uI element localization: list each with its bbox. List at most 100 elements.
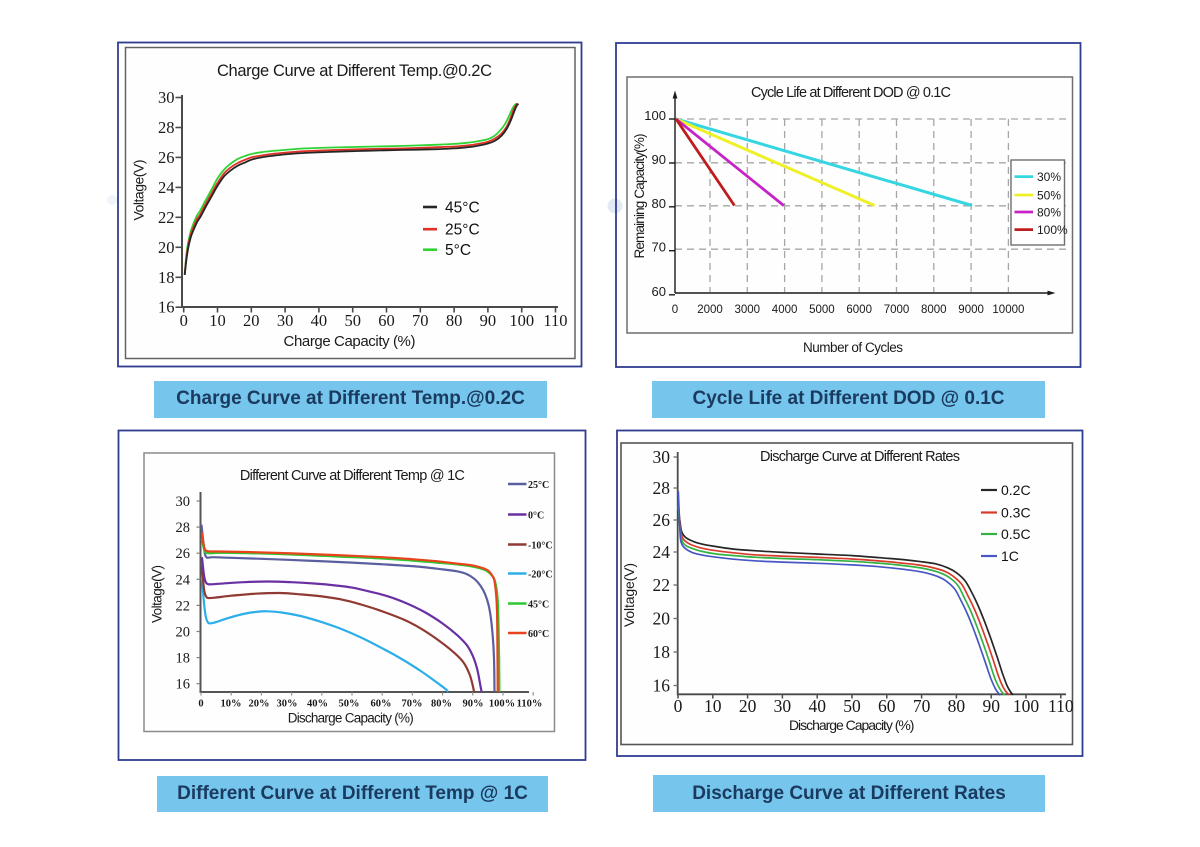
svg-text:6000: 6000 <box>846 304 872 316</box>
svg-text:Discharge Capacity (%): Discharge Capacity (%) <box>288 711 414 726</box>
svg-text:20%: 20% <box>249 699 270 710</box>
svg-text:22: 22 <box>653 575 671 595</box>
svg-text:20: 20 <box>158 238 175 257</box>
svg-text:60: 60 <box>378 311 395 330</box>
svg-text:70: 70 <box>913 696 931 716</box>
svg-text:Discharge Capacity (%): Discharge Capacity (%) <box>789 717 915 733</box>
svg-text:5°C: 5°C <box>445 242 471 259</box>
svg-text:40: 40 <box>808 696 826 716</box>
svg-text:Different Curve at Different T: Different Curve at Different Temp @ 1C <box>240 468 465 484</box>
svg-text:Charge Capacity (%): Charge Capacity (%) <box>284 333 416 350</box>
svg-text:9000: 9000 <box>958 304 984 316</box>
svg-text:24: 24 <box>176 572 191 588</box>
svg-text:100: 100 <box>1013 696 1040 716</box>
svg-text:2000: 2000 <box>697 304 723 316</box>
svg-text:30: 30 <box>158 88 175 107</box>
svg-text:30: 30 <box>774 696 792 716</box>
svg-text:80%: 80% <box>1037 206 1061 220</box>
svg-text:25°C: 25°C <box>528 480 549 491</box>
svg-text:24: 24 <box>653 542 671 562</box>
svg-text:25°C: 25°C <box>445 222 480 239</box>
svg-text:10%: 10% <box>221 699 242 710</box>
svg-text:16: 16 <box>158 298 175 317</box>
svg-text:45°C: 45°C <box>528 600 549 611</box>
svg-text:18: 18 <box>158 268 175 287</box>
svg-text:90: 90 <box>652 152 666 167</box>
svg-text:70: 70 <box>652 240 666 255</box>
svg-text:5000: 5000 <box>809 304 835 316</box>
svg-text:90: 90 <box>982 696 1000 716</box>
svg-text:50%: 50% <box>339 699 360 710</box>
svg-text:18: 18 <box>653 642 671 662</box>
svg-text:20: 20 <box>176 625 191 641</box>
svg-text:10: 10 <box>209 311 226 330</box>
svg-text:28: 28 <box>158 118 175 137</box>
svg-text:0.2C: 0.2C <box>1001 482 1031 498</box>
svg-text:60: 60 <box>878 696 896 716</box>
svg-text:0°C: 0°C <box>528 511 544 522</box>
svg-text:10000: 10000 <box>992 304 1024 316</box>
svg-text:16: 16 <box>653 676 671 696</box>
svg-text:22: 22 <box>158 208 175 227</box>
svg-text:30: 30 <box>653 447 671 467</box>
svg-text:Voltage(V): Voltage(V) <box>131 160 147 221</box>
svg-text:22: 22 <box>176 598 191 614</box>
svg-text:-20°C: -20°C <box>528 570 553 581</box>
svg-text:100%: 100% <box>1037 223 1068 237</box>
svg-text:70: 70 <box>412 311 429 330</box>
svg-text:28: 28 <box>176 520 191 536</box>
svg-text:30%: 30% <box>1037 170 1061 184</box>
svg-text:0: 0 <box>180 311 188 330</box>
svg-text:40%: 40% <box>307 699 328 710</box>
svg-text:90%: 90% <box>463 699 484 710</box>
svg-text:Charge Curve at Different Temp: Charge Curve at Different Temp.@0.2C <box>217 62 492 80</box>
svg-text:30: 30 <box>277 311 294 330</box>
svg-text:0.5C: 0.5C <box>1001 526 1031 542</box>
svg-text:90: 90 <box>480 311 497 330</box>
svg-text:18: 18 <box>176 651 191 667</box>
svg-text:50: 50 <box>843 696 861 716</box>
svg-text:0: 0 <box>198 699 203 710</box>
svg-text:8000: 8000 <box>921 304 947 316</box>
svg-text:30: 30 <box>176 494 191 510</box>
svg-text:50: 50 <box>344 311 361 330</box>
svg-text:110: 110 <box>1048 696 1074 716</box>
svg-text:7000: 7000 <box>884 304 910 316</box>
svg-text:80: 80 <box>948 696 966 716</box>
svg-text:26: 26 <box>653 510 671 530</box>
svg-text:0.3C: 0.3C <box>1001 505 1031 521</box>
svg-text:Discharge Curve at Different R: Discharge Curve at Different Rates <box>760 449 960 465</box>
svg-text:80: 80 <box>652 196 666 211</box>
svg-text:100%: 100% <box>489 699 515 710</box>
svg-text:-10°C: -10°C <box>528 541 553 552</box>
svg-text:100: 100 <box>644 108 666 123</box>
svg-text:4000: 4000 <box>772 304 798 316</box>
svg-text:16: 16 <box>176 677 191 693</box>
svg-text:100: 100 <box>509 311 534 330</box>
svg-text:20: 20 <box>243 311 260 330</box>
svg-text:0: 0 <box>674 696 683 716</box>
svg-text:26: 26 <box>158 148 175 167</box>
svg-text:Voltage(V): Voltage(V) <box>621 563 637 627</box>
svg-text:24: 24 <box>158 178 175 197</box>
svg-text:28: 28 <box>653 478 671 498</box>
svg-text:45°C: 45°C <box>445 200 480 217</box>
svg-text:0: 0 <box>672 304 678 316</box>
svg-text:80: 80 <box>446 311 463 330</box>
svg-text:20: 20 <box>739 696 757 716</box>
svg-text:50%: 50% <box>1037 189 1061 203</box>
svg-text:60°C: 60°C <box>528 629 549 640</box>
svg-text:10: 10 <box>704 696 722 716</box>
svg-text:40: 40 <box>311 311 328 330</box>
svg-text:70%: 70% <box>402 699 423 710</box>
svg-text:110%: 110% <box>517 699 543 710</box>
svg-text:1C: 1C <box>1001 548 1019 564</box>
svg-text:110: 110 <box>543 311 567 330</box>
svg-text:3000: 3000 <box>735 304 761 316</box>
svg-text:60%: 60% <box>371 699 392 710</box>
svg-text:20: 20 <box>653 609 671 629</box>
svg-text:26: 26 <box>176 546 191 562</box>
svg-text:80%: 80% <box>431 699 452 710</box>
svg-text:30%: 30% <box>277 699 298 710</box>
svg-text:60: 60 <box>652 284 666 299</box>
